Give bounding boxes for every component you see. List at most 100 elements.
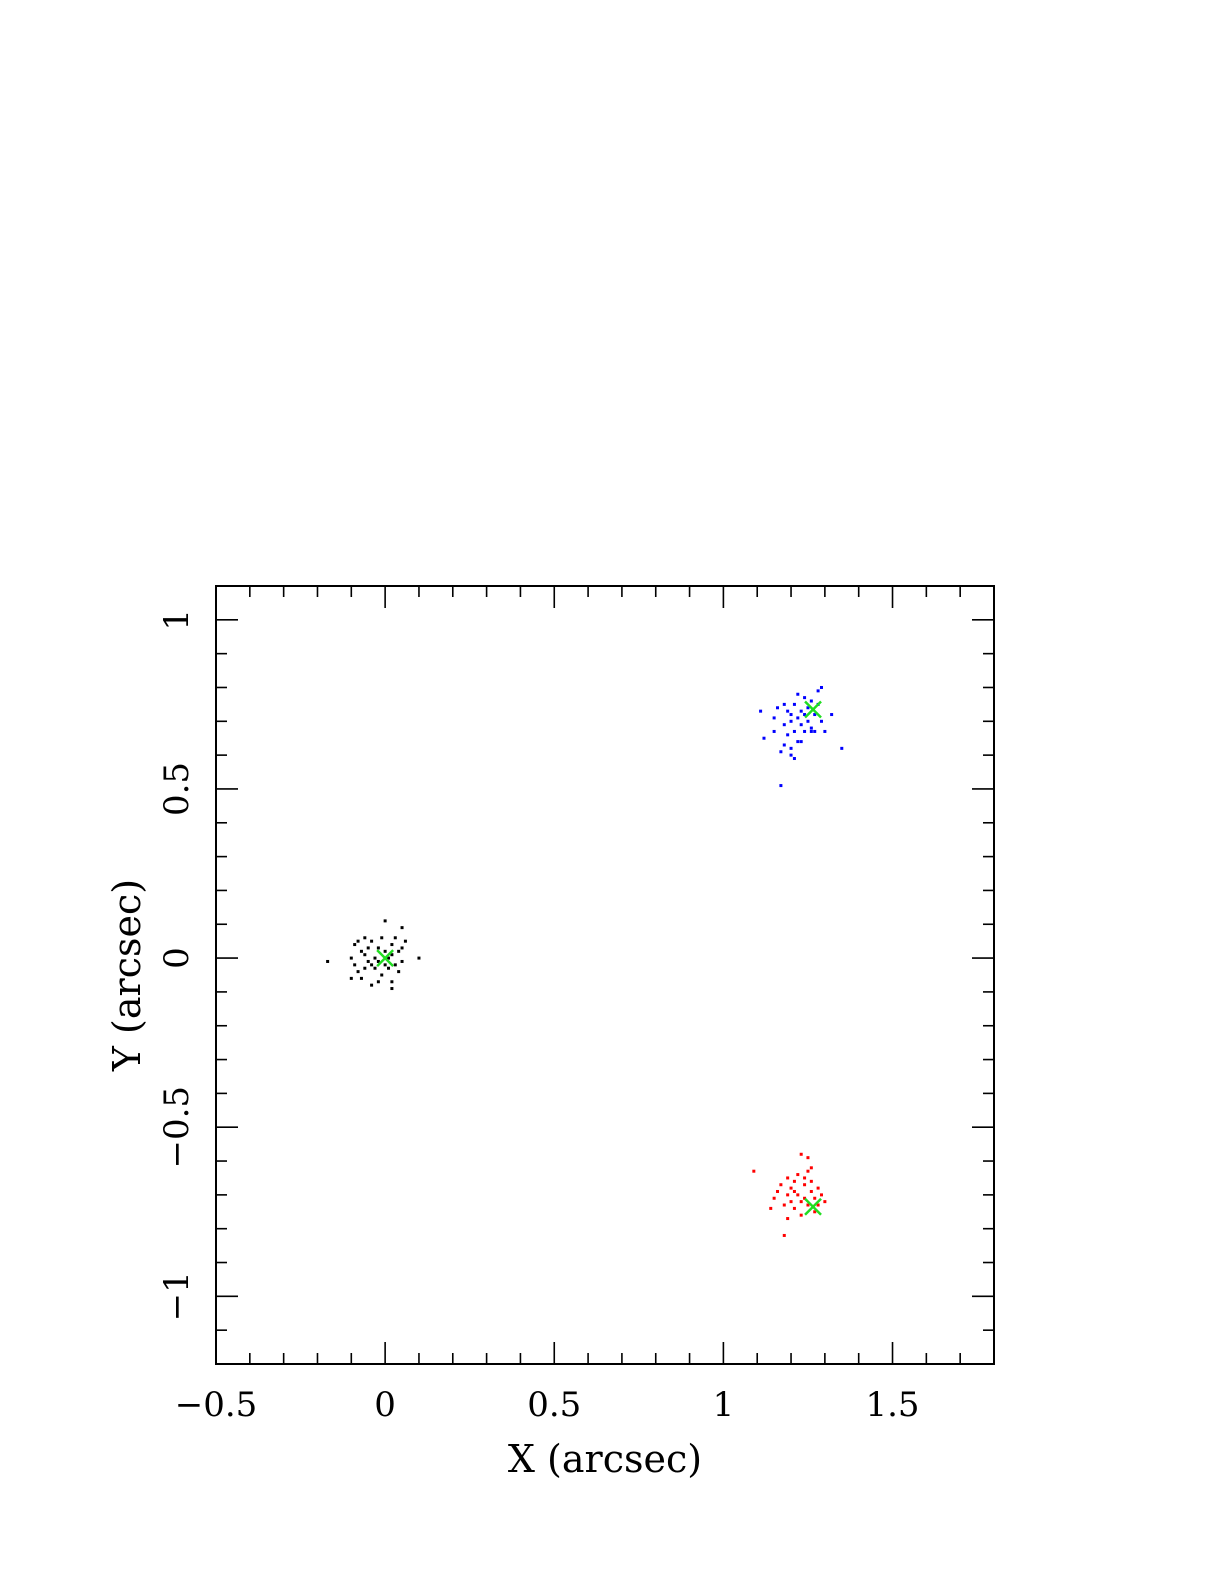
data-point (363, 936, 367, 940)
data-point (769, 1206, 773, 1210)
data-point (359, 976, 363, 980)
data-point (782, 1203, 786, 1207)
x-tick-label: 0 (374, 1385, 396, 1425)
data-point (400, 946, 404, 950)
minor-ticks (216, 585, 995, 1365)
data-point (786, 1193, 790, 1197)
data-point (796, 692, 800, 696)
data-point (813, 1210, 817, 1214)
data-point (353, 963, 357, 967)
data-point (772, 1196, 776, 1200)
data-point (792, 729, 796, 733)
data-point (792, 757, 796, 761)
data-point (799, 740, 803, 744)
data-point (789, 753, 793, 757)
data-point (390, 943, 394, 947)
data-point (803, 729, 807, 733)
data-point (383, 963, 387, 967)
data-point (390, 953, 394, 957)
data-point (816, 689, 820, 693)
data-point (803, 1183, 807, 1187)
data-point (359, 949, 363, 953)
data-point (806, 1156, 810, 1160)
data-point (806, 706, 810, 710)
data-point (417, 956, 421, 960)
cross-marker (804, 700, 822, 719)
data-point (390, 987, 394, 991)
data-point (819, 685, 823, 689)
data-point (803, 1196, 807, 1200)
data-point (806, 1203, 810, 1207)
data-point (776, 1189, 780, 1193)
data-point (356, 970, 360, 974)
x-axis-label: X (arcsec) (508, 1437, 702, 1481)
data-point (387, 956, 391, 960)
data-point (786, 1217, 790, 1221)
data-point (397, 949, 401, 953)
data-point (353, 943, 357, 947)
data-point (782, 1233, 786, 1237)
data-point (772, 716, 776, 720)
x-tick-labels: −0.5 0 0.5 1 1.5 (175, 1385, 920, 1425)
data-point (803, 713, 807, 717)
data-point (397, 970, 401, 974)
data-point (796, 1193, 800, 1197)
data-point (813, 713, 817, 717)
data-point (809, 1166, 813, 1170)
data-point (799, 1200, 803, 1204)
data-point (806, 719, 810, 723)
data-point (803, 696, 807, 700)
data-points (326, 685, 844, 1237)
data-point (786, 733, 790, 737)
data-point (786, 709, 790, 713)
data-point (792, 1189, 796, 1193)
data-point (383, 919, 387, 923)
cross-marker-stroke (804, 1197, 822, 1216)
data-point (789, 746, 793, 750)
y-tick-label: 0.5 (157, 762, 197, 816)
data-point (809, 1189, 813, 1193)
data-point (792, 702, 796, 706)
data-point (779, 750, 783, 754)
y-tick-label: 1 (157, 609, 197, 631)
data-point (370, 939, 374, 943)
data-point (782, 702, 786, 706)
data-point (813, 729, 817, 733)
y-tick-label: 0 (157, 947, 197, 969)
data-point (823, 1200, 827, 1204)
data-point (390, 980, 394, 984)
data-point (366, 946, 370, 950)
data-point (393, 963, 397, 967)
data-point (373, 966, 377, 970)
data-point (779, 784, 783, 788)
data-point (809, 1179, 813, 1183)
y-axis-label: Y (arcsec) (105, 879, 149, 1072)
data-point (363, 953, 367, 957)
data-point (796, 740, 800, 744)
x-tick-label: 1.5 (865, 1385, 919, 1425)
data-point (376, 980, 380, 984)
data-point (809, 726, 813, 730)
data-point (772, 729, 776, 733)
data-point (823, 729, 827, 733)
data-point (393, 936, 397, 940)
data-point (789, 719, 793, 723)
x-tick-label: 1 (713, 1385, 735, 1425)
data-point (376, 946, 380, 950)
data-point (789, 1186, 793, 1190)
data-point (806, 1169, 810, 1173)
data-point (786, 1176, 790, 1180)
cross-marker-stroke (376, 949, 395, 967)
data-point (792, 1206, 796, 1210)
x-tick-label: −0.5 (175, 1385, 258, 1425)
data-point (387, 966, 391, 970)
data-point (796, 1173, 800, 1177)
data-point (762, 736, 766, 740)
data-point (813, 1196, 817, 1200)
data-point (400, 959, 404, 963)
cross-marker (804, 1197, 822, 1216)
y-tick-label: −1 (157, 1271, 197, 1321)
data-point (799, 1152, 803, 1156)
data-point (830, 713, 834, 717)
